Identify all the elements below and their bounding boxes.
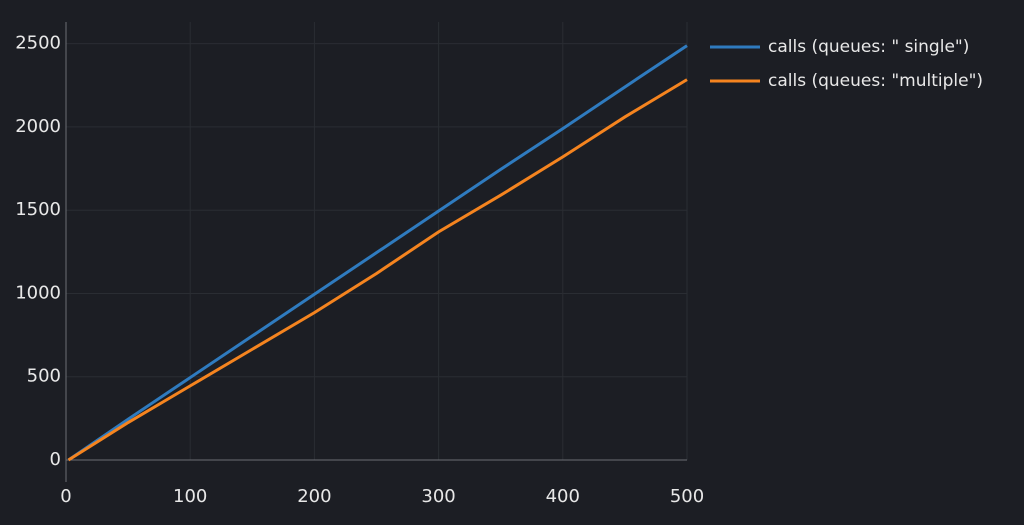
legend-label: calls (queues: "multiple"): [768, 71, 983, 91]
legend-label: calls (queues: " single"): [768, 37, 969, 57]
x-tick-label: 300: [421, 486, 455, 507]
y-tick-label: 2000: [15, 116, 61, 137]
x-tick-label: 400: [546, 486, 580, 507]
y-tick-label: 1000: [15, 282, 61, 303]
y-tick-label: 1500: [15, 199, 61, 220]
x-tick-label: 100: [173, 486, 207, 507]
series-line: [67, 78, 688, 462]
x-tick-label: 200: [297, 486, 331, 507]
x-tick-label: 500: [670, 486, 704, 507]
series-line: [67, 44, 688, 462]
y-tick-label: 0: [50, 449, 61, 470]
y-tick-label: 500: [27, 366, 61, 387]
x-tick-label: 0: [60, 486, 71, 507]
y-tick-label: 2500: [15, 33, 61, 54]
